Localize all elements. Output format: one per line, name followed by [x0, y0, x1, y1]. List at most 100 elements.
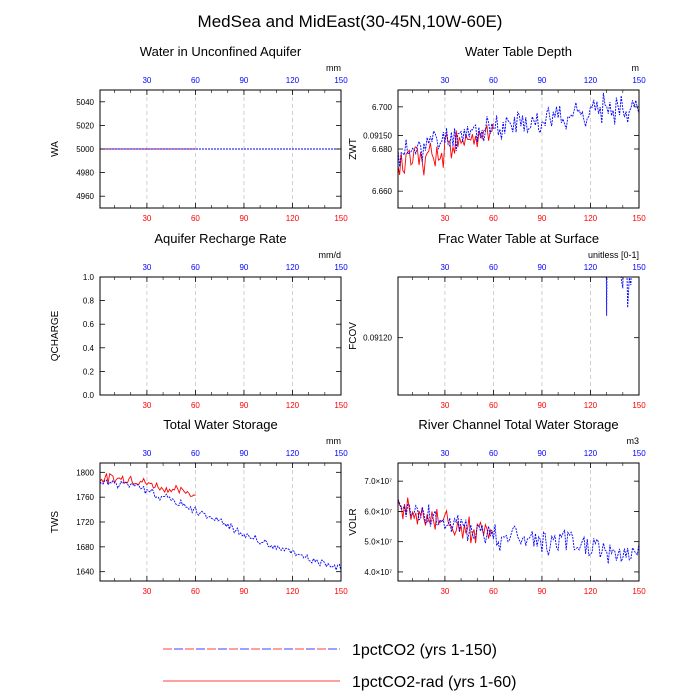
- panel-title-zwt: Water Table Depth: [465, 44, 572, 59]
- x-tick-label-top-volr-30: 30: [440, 449, 449, 458]
- x-tick-label-top-zwt-30: 30: [440, 76, 449, 85]
- legend-label-1pctco2-rad: 1pctCO2-rad (yrs 1-60): [352, 674, 517, 691]
- panel-volr: River Channel Total Water Storage m3 30 30 6…: [348, 417, 646, 596]
- units-label-volr: m3: [626, 436, 639, 446]
- x-tick-label-bottom-wa-90: 90: [239, 214, 248, 223]
- x-tick-label-top-tws-30: 30: [142, 449, 151, 458]
- x-tick-label-top-qcharge-150: 150: [334, 263, 348, 272]
- x-tick-label-bottom-qcharge-60: 60: [191, 401, 200, 410]
- y-tick-label-tws-2: 1720: [76, 518, 94, 527]
- x-tick-label-top-tws-60: 60: [191, 449, 200, 458]
- y-tick-label-qcharge-3: 0.6: [83, 320, 95, 329]
- x-tick-label-bottom-fcov-150: 150: [632, 401, 646, 410]
- panel-qcharge: Aquifer Recharge Rate mm/d 30 30 60 60 90 90 120…: [50, 231, 348, 410]
- x-tick-label-bottom-wa-150: 150: [334, 214, 348, 223]
- figure-legend: 1pctCO2 (yrs 1-150) 1pctCO2-rad (yrs 1-6…: [163, 642, 517, 691]
- y-axis-label-volr: VOLR: [348, 508, 359, 535]
- panel-title-tws: Total Water Storage: [163, 417, 277, 432]
- x-tick-label-top-volr-90: 90: [537, 449, 546, 458]
- x-tick-label-top-tws-150: 150: [334, 449, 348, 458]
- x-tick-label-bottom-volr-150: 150: [632, 587, 646, 596]
- x-tick-label-bottom-volr-60: 60: [489, 587, 498, 596]
- y-axis-label-fcov: FCOV: [348, 322, 359, 350]
- x-tick-label-bottom-fcov-60: 60: [489, 401, 498, 410]
- x-tick-label-bottom-tws-90: 90: [239, 587, 248, 596]
- x-tick-label-top-zwt-60: 60: [489, 76, 498, 85]
- y-tick-label-wa-2: 5000: [76, 145, 94, 154]
- y-axis-label-tws: TWS: [50, 511, 61, 534]
- y-tick-label-qcharge-5: 1.0: [83, 273, 95, 282]
- plot-frame-volr: [397, 462, 640, 582]
- y-tick-label-wa-4: 5040: [76, 98, 94, 107]
- x-tick-label-bottom-wa-60: 60: [191, 214, 200, 223]
- x-tick-label-bottom-zwt-30: 30: [440, 214, 449, 223]
- x-tick-label-top-zwt-120: 120: [584, 76, 598, 85]
- legend-label-1pctco2: 1pctCO2 (yrs 1-150): [352, 642, 497, 659]
- series-line-volr-1pctco2-yrs-1-150: [398, 499, 639, 564]
- x-tick-label-top-wa-120: 120: [286, 76, 300, 85]
- panel-zwt: Water Table Depth m 30 30 60 60 90 90 120 120 150 1…: [348, 44, 646, 223]
- y-tick-label-volr-2: 6.0×10⁷: [364, 507, 392, 516]
- y-tick-label-tws-1: 1680: [76, 543, 94, 552]
- y-tick-label-volr-3: 7.0×10⁷: [364, 477, 392, 486]
- y-tick-label-fcov-1: 0.09150: [363, 131, 392, 140]
- y-tick-label-wa-0: 4960: [76, 192, 94, 201]
- plot-frame-qcharge: [99, 276, 342, 396]
- x-tick-label-top-qcharge-120: 120: [286, 263, 300, 272]
- x-tick-label-bottom-wa-30: 30: [142, 214, 151, 223]
- y-tick-label-qcharge-1: 0.2: [83, 367, 95, 376]
- panel-title-qcharge: Aquifer Recharge Rate: [154, 231, 286, 246]
- series-line-zwt-1pctco2-yrs-1-150: [398, 92, 639, 167]
- y-tick-label-fcov-0: 0.09120: [363, 334, 392, 343]
- x-tick-label-top-wa-150: 150: [334, 76, 348, 85]
- x-tick-label-top-qcharge-60: 60: [191, 263, 200, 272]
- x-tick-label-bottom-fcov-90: 90: [537, 401, 546, 410]
- x-tick-label-top-wa-30: 30: [142, 76, 151, 85]
- units-label-fcov: unitless [0-1]: [588, 250, 639, 260]
- panel-title-fcov: Frac Water Table at Surface: [438, 231, 599, 246]
- units-label-tws: mm: [326, 436, 341, 446]
- y-tick-label-wa-1: 4980: [76, 169, 94, 178]
- x-tick-label-bottom-tws-150: 150: [334, 587, 348, 596]
- y-axis-label-zwt: ZWT: [348, 138, 359, 160]
- x-tick-label-top-zwt-90: 90: [537, 76, 546, 85]
- x-tick-label-top-fcov-120: 120: [584, 263, 598, 272]
- x-tick-label-bottom-zwt-150: 150: [632, 214, 646, 223]
- x-tick-label-bottom-zwt-90: 90: [537, 214, 546, 223]
- y-tick-label-qcharge-2: 0.4: [83, 344, 95, 353]
- x-tick-label-top-wa-60: 60: [191, 76, 200, 85]
- x-tick-label-top-qcharge-90: 90: [239, 263, 248, 272]
- x-tick-label-top-fcov-90: 90: [537, 263, 546, 272]
- y-tick-label-zwt-0: 6.660: [372, 187, 393, 196]
- x-tick-label-top-tws-120: 120: [286, 449, 300, 458]
- y-tick-label-zwt-2: 6.700: [372, 103, 393, 112]
- x-tick-label-top-fcov-60: 60: [489, 263, 498, 272]
- x-tick-label-bottom-fcov-120: 120: [584, 401, 598, 410]
- y-axis-label-wa: WA: [50, 141, 61, 157]
- x-tick-label-bottom-wa-120: 120: [286, 214, 300, 223]
- x-tick-label-top-tws-90: 90: [239, 449, 248, 458]
- x-tick-label-bottom-qcharge-30: 30: [142, 401, 151, 410]
- x-tick-label-bottom-zwt-60: 60: [489, 214, 498, 223]
- x-tick-label-top-zwt-150: 150: [632, 76, 646, 85]
- panel-tws: Total Water Storage mm 30 30 60 60 90 90 120 120 1…: [50, 417, 348, 596]
- units-label-zwt: m: [632, 63, 640, 73]
- y-tick-label-tws-0: 1640: [76, 568, 94, 577]
- plot-frame-tws: [99, 462, 342, 582]
- y-tick-label-zwt-1: 6.680: [372, 145, 393, 154]
- panel-title-wa: Water in Unconfined Aquifer: [140, 44, 302, 59]
- panel-wa: Water in Unconfined Aquifer mm 30 30 60 60 90 9…: [50, 44, 348, 223]
- series-line-volr-1pctco2-rad-yrs-1-60: [398, 497, 494, 544]
- x-tick-label-bottom-tws-120: 120: [286, 587, 300, 596]
- units-label-qcharge: mm/d: [319, 250, 342, 260]
- y-tick-label-volr-1: 5.0×10⁷: [364, 538, 392, 547]
- x-tick-label-bottom-zwt-120: 120: [584, 214, 598, 223]
- x-tick-label-top-fcov-150: 150: [632, 263, 646, 272]
- plot-frame-fcov: [397, 276, 640, 396]
- x-tick-label-top-qcharge-30: 30: [142, 263, 151, 272]
- x-tick-label-bottom-qcharge-90: 90: [239, 401, 248, 410]
- x-tick-label-top-volr-60: 60: [489, 449, 498, 458]
- figure-title: MedSea and MidEast(30-45N,10W-60E): [198, 12, 503, 31]
- chart-panels: Water in Unconfined Aquifer mm 30 30 60 60 90 9…: [50, 44, 646, 596]
